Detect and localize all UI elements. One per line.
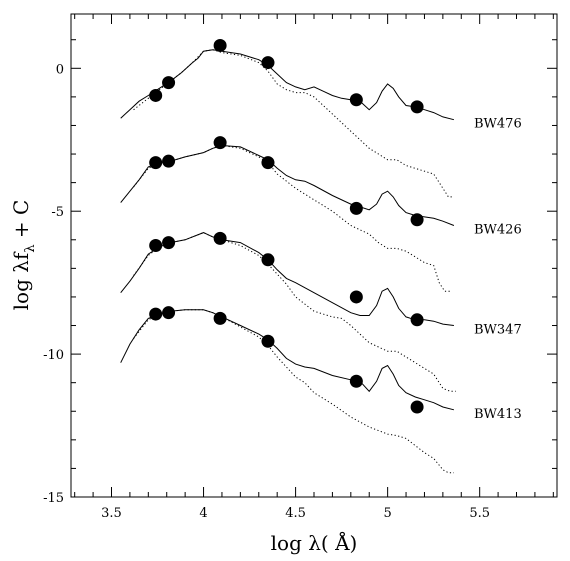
x-tick-label: 3.5 [101,506,122,521]
photometry-point [349,93,363,107]
model-solid-line [120,49,455,121]
photometry-point [162,306,176,320]
series-label: BW347 [474,323,522,338]
series-label: BW426 [474,222,522,237]
y-tick-label: 0 [56,62,64,77]
model-dotted-line [133,232,456,392]
photometry-point [149,88,163,102]
photometry-point [149,307,163,321]
model-solid-line [120,144,455,226]
model-dotted-line [133,144,453,292]
photometry-point [162,76,176,90]
x-axis-title: log λ( Å) [271,530,358,555]
photometry-point [261,56,275,70]
photometry-point [149,156,163,170]
photometry-point [162,236,176,250]
model-solid-line [120,309,455,411]
photometry-point [410,100,424,114]
photometry-point [410,313,424,327]
photometry-point [213,38,227,52]
photometry-point [149,238,163,252]
series-bw426: BW426 [120,136,522,292]
photometry-point [349,201,363,215]
axis-ticks [71,14,557,498]
model-dotted-line [133,309,454,474]
y-axis-title: log λfλ + C [9,200,38,311]
photometry-point [261,253,275,267]
photometry-point [213,136,227,150]
series-bw476: BW476 [120,38,522,198]
y-tick-label: -10 [43,348,64,363]
series-label: BW476 [474,117,522,132]
series-bw347: BW347 [120,231,522,392]
photometry-point [213,231,227,245]
photometry-point [410,213,424,227]
x-tick-label: 5 [383,506,391,521]
photometry-point [213,311,227,325]
series-bw413: BW413 [120,306,522,474]
y-tick-label: -15 [43,491,64,506]
photometry-point [410,400,424,414]
y-axis-title-tail: + C [9,200,33,245]
photometry-point [349,374,363,388]
series-layer: BW476 BW426 BW347 BW413 [120,38,522,474]
model-dotted-line [133,49,454,198]
y-tick-label: -5 [51,205,64,220]
y-axis-title-main: log λf [9,251,33,310]
photometry-point [261,334,275,348]
x-tick-label: 4.5 [285,506,306,521]
axis-tick-labels: 3.5 4 4.5 5 5.5 0 -5 -10 -15 [43,62,490,521]
photometry-point [349,290,363,304]
x-tick-label: 5.5 [469,506,490,521]
series-label: BW413 [474,407,522,422]
photometry-point [261,156,275,170]
photometry-point [162,154,176,168]
y-axis-title-subscript: λ [23,244,38,252]
x-tick-label: 4 [199,506,207,521]
